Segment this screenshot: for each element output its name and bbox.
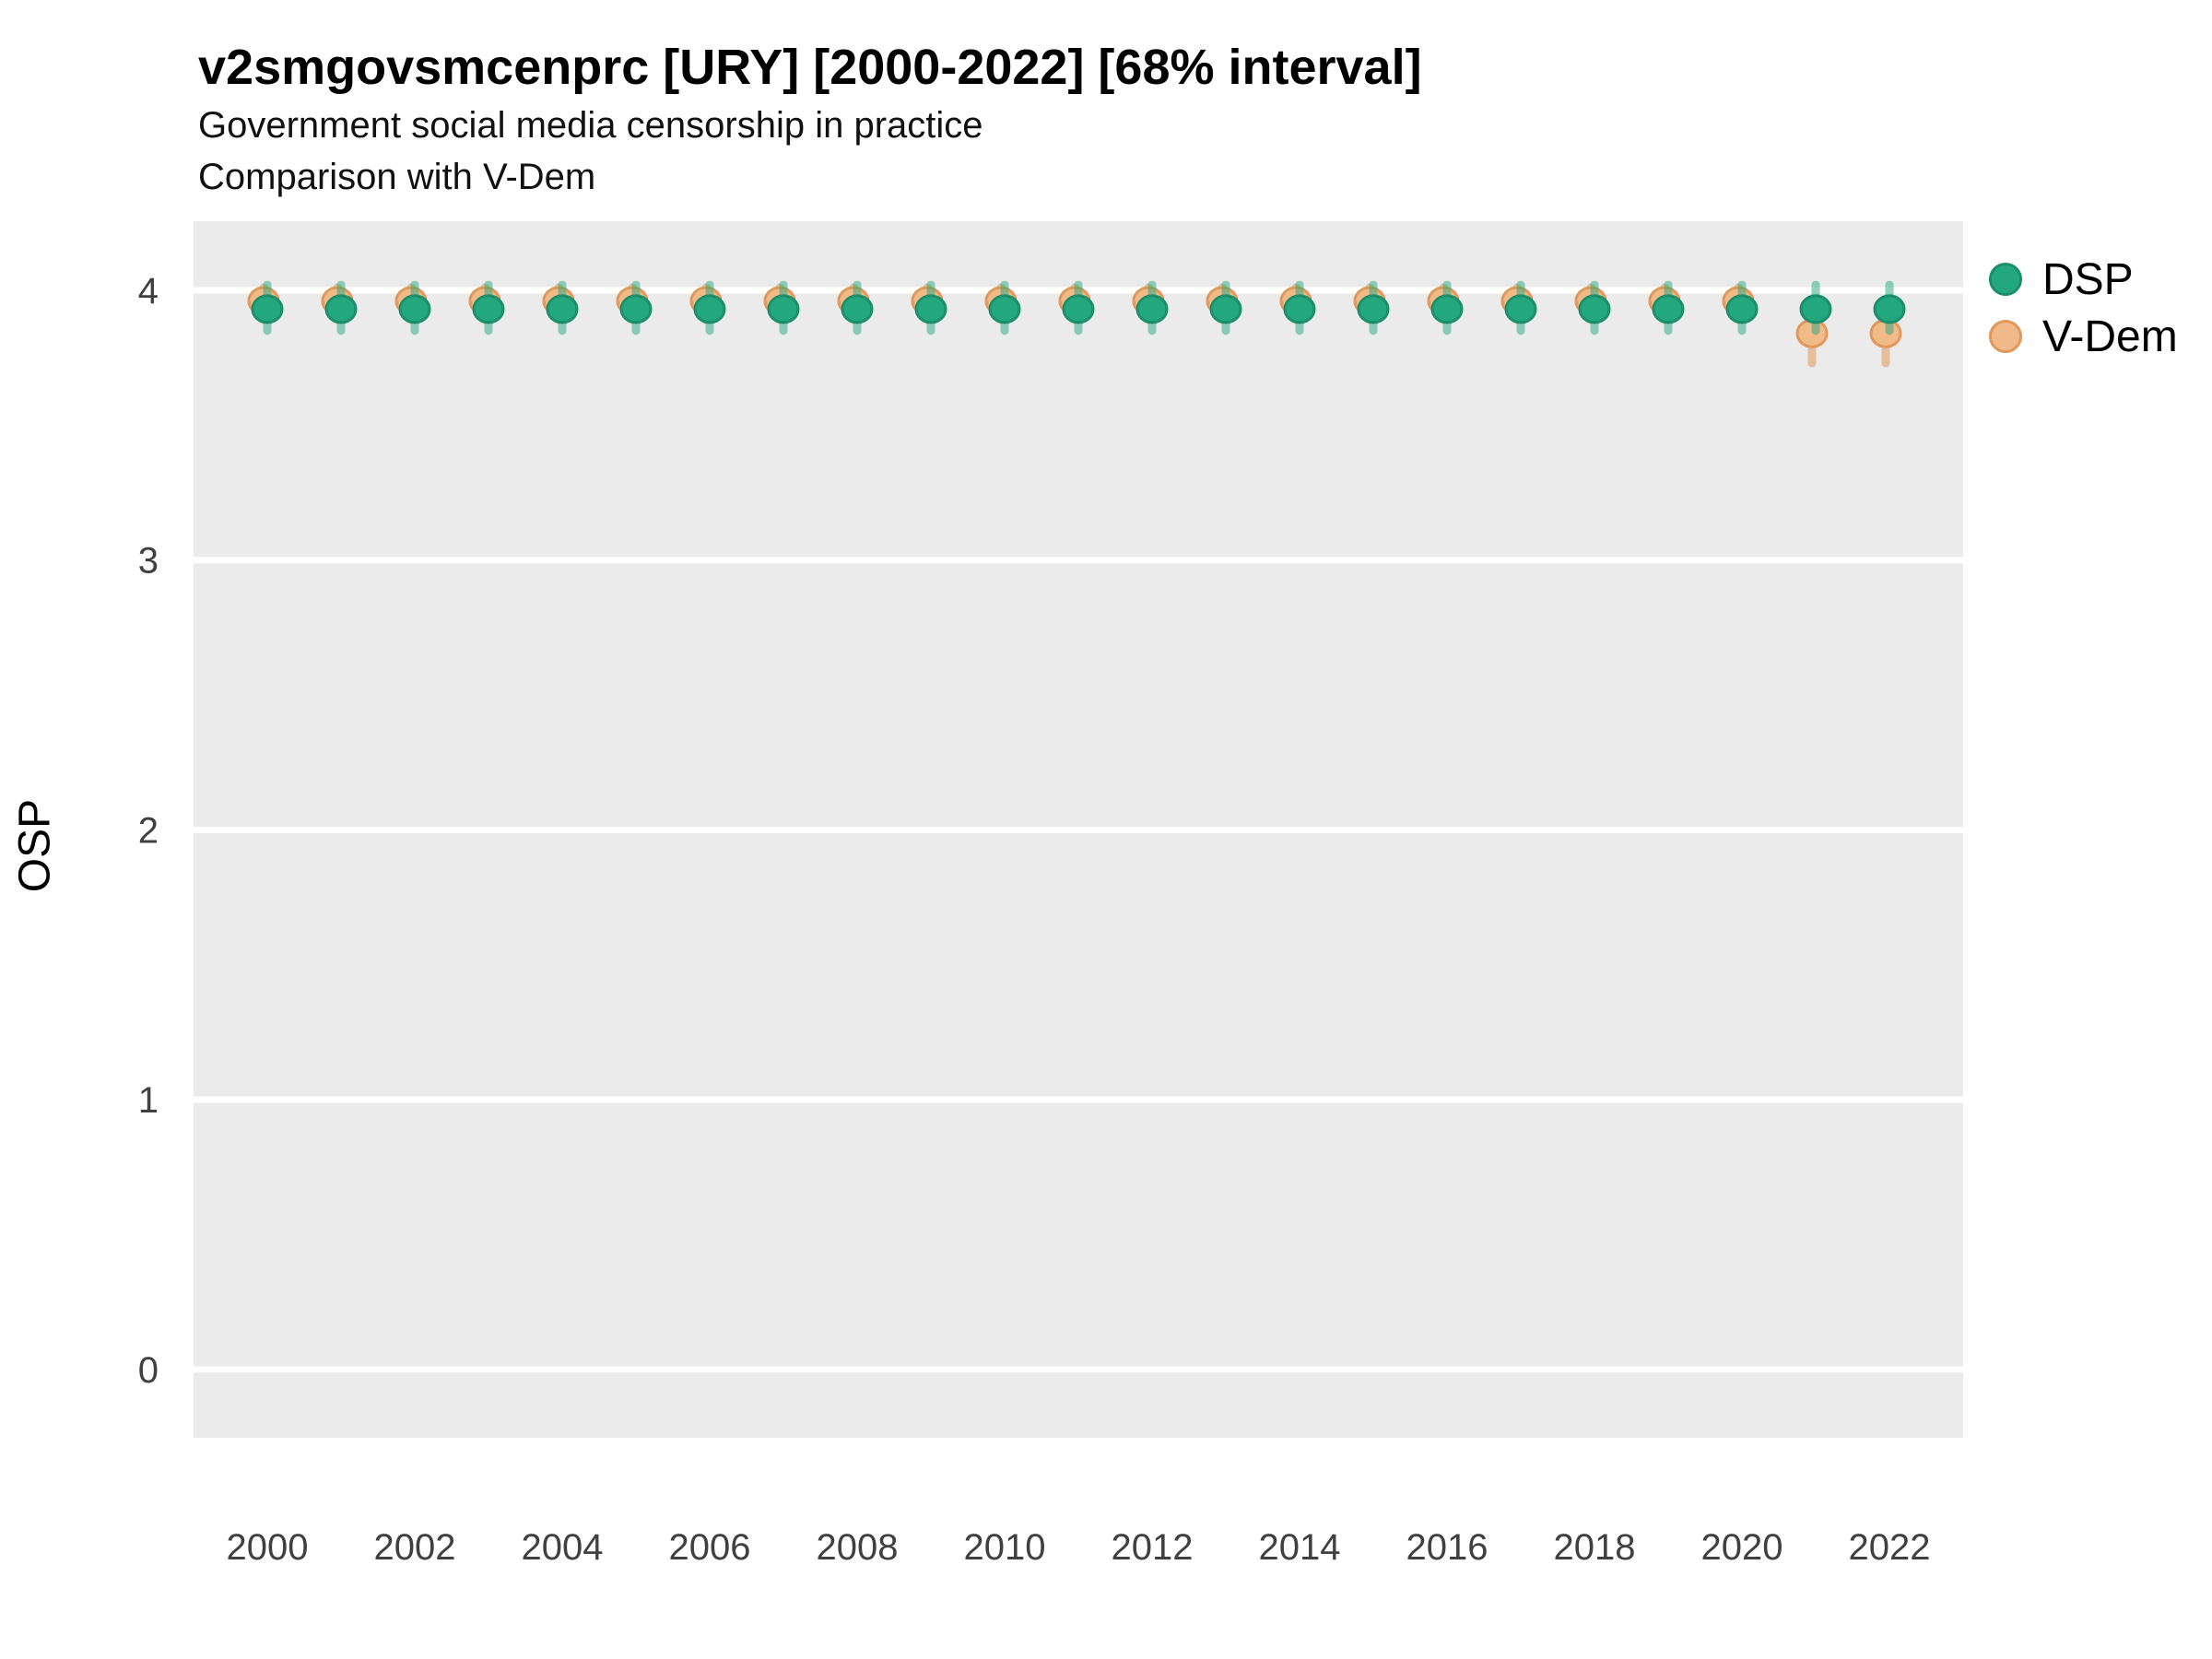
legend-item-dsp: DSP xyxy=(1989,251,2178,308)
point-dsp-2022 xyxy=(1873,294,1906,324)
x-tick-label-2010: 2010 xyxy=(964,1527,1046,1568)
point-dsp-2021 xyxy=(1799,294,1832,324)
point-dsp-2007 xyxy=(767,294,800,324)
y-tick-label-0: 0 xyxy=(138,1350,159,1391)
x-tick-label-2016: 2016 xyxy=(1406,1527,1488,1568)
point-dsp-2003 xyxy=(472,294,505,324)
point-dsp-2006 xyxy=(693,294,726,324)
point-dsp-2008 xyxy=(841,294,874,324)
legend-item-vdem: V-Dem xyxy=(1989,308,2178,365)
x-tick-label-2002: 2002 xyxy=(374,1527,456,1568)
x-tick-label-2020: 2020 xyxy=(1701,1527,1783,1568)
y-tick-label-1: 1 xyxy=(138,1080,159,1121)
point-dsp-2016 xyxy=(1430,294,1464,324)
chart-subtitle-comparison: Comparison with V-Dem xyxy=(198,157,596,197)
y-tick-label-3: 3 xyxy=(138,541,159,582)
x-tick-label-2008: 2008 xyxy=(817,1527,899,1568)
legend-label-dsp: DSP xyxy=(2042,254,2134,304)
point-dsp-2001 xyxy=(324,294,358,324)
point-dsp-2014 xyxy=(1283,294,1316,324)
x-tick-label-2000: 2000 xyxy=(227,1527,309,1568)
x-tick-label-2012: 2012 xyxy=(1112,1527,1194,1568)
point-dsp-2005 xyxy=(619,294,653,324)
legend-label-vdem: V-Dem xyxy=(2042,312,2178,361)
dsp-point-icon xyxy=(1989,263,2022,296)
x-tick-label-2014: 2014 xyxy=(1259,1527,1341,1568)
x-tick-label-2018: 2018 xyxy=(1554,1527,1636,1568)
chart-title: v2smgovsmcenprc [URY] [2000-2022] [68% i… xyxy=(198,40,1422,95)
point-dsp-2018 xyxy=(1578,294,1611,324)
chart-subtitle: Government social media censorship in pr… xyxy=(198,105,983,146)
point-dsp-2020 xyxy=(1725,294,1759,324)
point-dsp-2013 xyxy=(1209,294,1242,324)
point-dsp-2004 xyxy=(546,294,579,324)
point-dsp-2002 xyxy=(398,294,431,324)
legend: DSP V-Dem xyxy=(1989,251,2178,365)
y-tick-label-2: 2 xyxy=(138,810,159,851)
point-dsp-2012 xyxy=(1135,294,1169,324)
x-tick-label-2004: 2004 xyxy=(522,1527,604,1568)
point-dsp-2017 xyxy=(1504,294,1537,324)
point-dsp-2009 xyxy=(914,294,947,324)
point-dsp-2010 xyxy=(988,294,1021,324)
point-dsp-2015 xyxy=(1357,294,1390,324)
point-dsp-2000 xyxy=(251,294,284,324)
x-tick-label-2006: 2006 xyxy=(669,1527,751,1568)
x-tick-label-2022: 2022 xyxy=(1849,1527,1931,1568)
vdem-point-icon xyxy=(1989,320,2022,353)
y-tick-label-4: 4 xyxy=(138,271,159,312)
point-dsp-2019 xyxy=(1652,294,1685,324)
point-dsp-2011 xyxy=(1062,294,1095,324)
